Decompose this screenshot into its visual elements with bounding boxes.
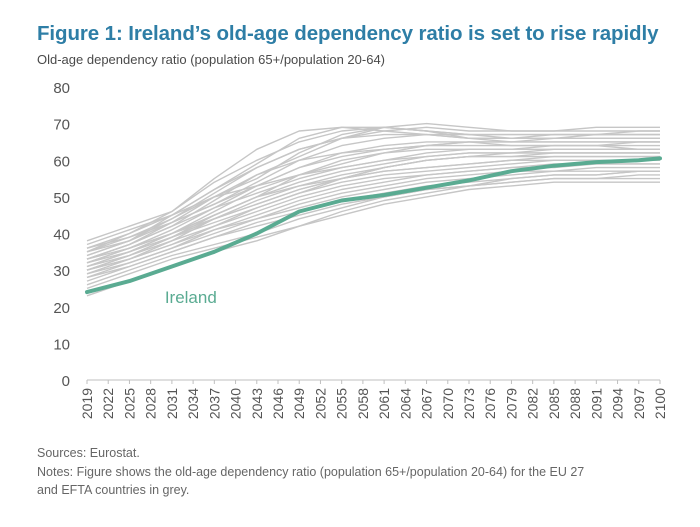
chart-subtitle: Old-age dependency ratio (population 65+… [37, 52, 386, 67]
y-tick-label: 50 [53, 190, 70, 207]
x-tick-label: 2076 [482, 388, 498, 419]
ireland-series-line [85, 156, 662, 295]
country-series-line [86, 126, 660, 253]
x-tick-label: 2097 [631, 388, 647, 419]
ireland-label: Ireland [165, 288, 217, 307]
country-series-line [86, 166, 660, 275]
x-tick-label: 2043 [249, 388, 265, 419]
notes-line-1: Notes: Figure shows the old-age dependen… [37, 465, 585, 479]
x-tick-label: 2088 [567, 388, 583, 419]
page-title: Figure 1: Ireland’s old-age dependency r… [37, 22, 659, 45]
y-tick-label: 70 [53, 117, 70, 134]
x-tick-label: 2055 [334, 388, 350, 419]
y-tick-label: 20 [53, 300, 70, 317]
y-tick-label: 0 [62, 373, 70, 390]
x-tick-label: 2064 [397, 388, 413, 419]
x-tick-label: 2052 [312, 388, 328, 419]
x-tick-label: 2019 [79, 388, 95, 419]
sources-note: Sources: Eurostat. [37, 446, 140, 460]
x-tick-label: 2046 [270, 388, 286, 419]
country-series-line [86, 181, 660, 290]
country-series-line [86, 152, 660, 264]
country-series-line [86, 126, 660, 253]
country-series-line [86, 126, 660, 246]
x-tick-label: 2073 [461, 388, 477, 419]
x-tick-label: 2085 [546, 388, 562, 419]
x-tick-label: 2070 [440, 388, 456, 419]
x-tick-label: 2061 [376, 388, 392, 419]
x-tick-label: 2034 [185, 388, 201, 419]
x-tick-label: 2091 [588, 388, 604, 419]
x-tick-label: 2025 [121, 388, 137, 419]
x-tick-label: 2082 [525, 388, 541, 419]
other-countries-lines [86, 122, 660, 297]
y-axis-ticks: 0 10 20 30 40 50 60 70 80 [53, 80, 70, 390]
x-tick-label: 2049 [291, 388, 307, 419]
x-tick-label: 2058 [355, 388, 371, 419]
x-tick-label: 2028 [143, 388, 159, 419]
x-tick-label: 2067 [419, 388, 435, 419]
x-tick-label: 2094 [610, 388, 626, 419]
country-series-line [86, 141, 660, 249]
ireland-line-group [85, 156, 662, 295]
x-tick-label: 2100 [652, 388, 668, 419]
y-tick-label: 30 [53, 263, 70, 280]
country-series-line [86, 170, 660, 271]
x-axis-ticks: 2019 2022 2025 2028 2031 2034 2037 2040 2043 2046… [79, 380, 668, 419]
notes-line-2: and EFTA countries in grey. [37, 483, 190, 497]
y-tick-label: 10 [53, 336, 70, 353]
y-tick-label: 40 [53, 227, 70, 244]
y-tick-label: 80 [53, 80, 70, 97]
x-tick-label: 2079 [503, 388, 519, 419]
x-tick-label: 2040 [228, 388, 244, 419]
x-tick-label: 2031 [164, 388, 180, 419]
country-series-line [86, 148, 660, 260]
country-series-line [86, 159, 660, 271]
x-tick-label: 2037 [206, 388, 222, 419]
y-tick-label: 60 [53, 153, 70, 170]
x-tick-label: 2022 [100, 388, 116, 419]
